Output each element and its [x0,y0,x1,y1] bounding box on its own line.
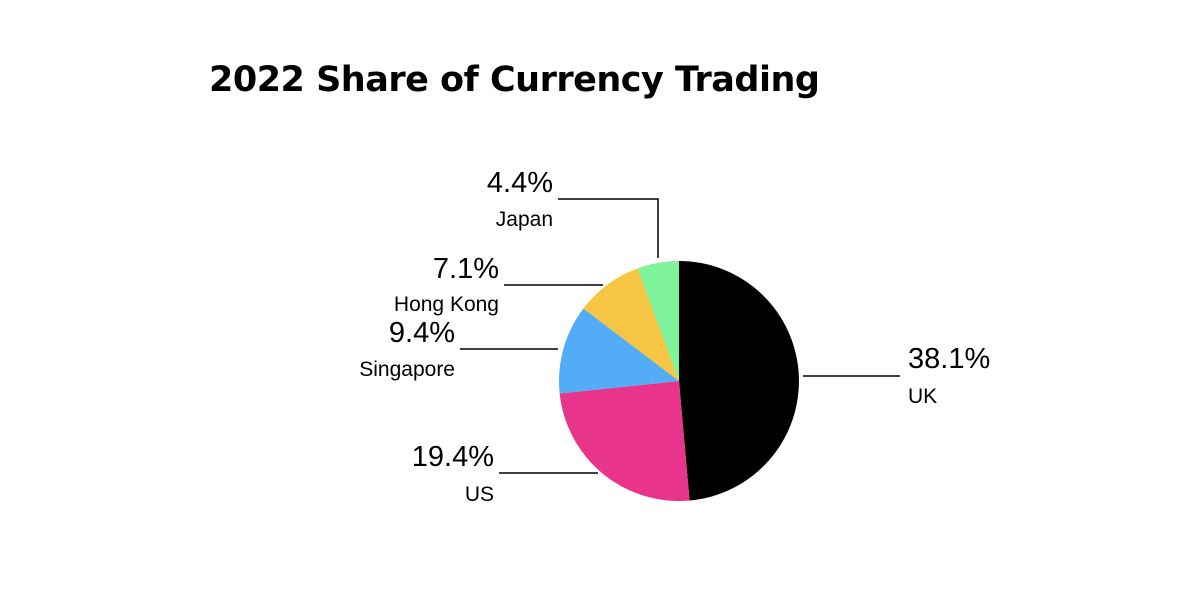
leader-line-japan [558,198,659,258]
percent-label-hong-kong: 7.1% [433,253,499,285]
percent-label-us: 19.4% [412,441,494,473]
pie-slice-us [559,381,690,501]
percent-label-singapore: 9.4% [389,317,455,349]
chart-title: 2022 Share of Currency Trading [209,60,820,100]
category-label-singapore: Singapore [359,358,455,381]
category-label-hong-kong: Hong Kong [394,293,499,316]
category-label-uk: UK [908,385,937,408]
slice-labels: 38.1% UK 19.4% US 9.4% Singapore 7.1% Hong Kong… [359,167,990,506]
pie-slice-japan [637,261,679,381]
pie-slice-uk [679,261,799,501]
pie-slice-hong-kong [583,268,679,381]
percent-label-uk: 38.1% [908,343,990,375]
category-label-japan: Japan [496,208,553,231]
pie-slices [558,261,799,501]
leader-lines [460,198,900,474]
category-label-us: US [465,483,494,506]
percent-label-japan: 4.4% [487,167,553,199]
pie-slice-singapore [558,308,679,394]
